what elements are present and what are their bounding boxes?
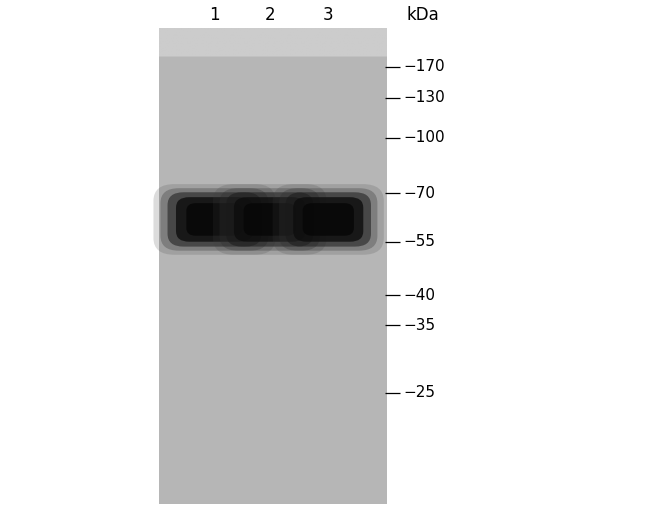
FancyBboxPatch shape [244,203,296,236]
FancyBboxPatch shape [226,192,313,246]
FancyBboxPatch shape [220,188,320,251]
Text: −25: −25 [403,385,435,400]
FancyBboxPatch shape [168,192,261,246]
FancyBboxPatch shape [176,197,253,242]
Text: −70: −70 [403,186,435,201]
Text: 3: 3 [323,6,333,23]
FancyBboxPatch shape [161,188,268,251]
Text: −55: −55 [403,235,435,249]
FancyBboxPatch shape [279,188,378,251]
FancyBboxPatch shape [153,184,276,255]
FancyBboxPatch shape [273,184,384,255]
Text: kDa: kDa [406,6,439,23]
Text: −100: −100 [403,131,445,145]
Text: −35: −35 [403,318,435,332]
FancyBboxPatch shape [293,197,363,242]
FancyBboxPatch shape [285,192,371,246]
Text: −130: −130 [403,90,445,105]
Text: 2: 2 [265,6,275,23]
FancyBboxPatch shape [234,197,306,242]
Text: −40: −40 [403,288,435,303]
FancyBboxPatch shape [213,184,326,255]
FancyBboxPatch shape [303,203,354,236]
Text: −170: −170 [403,59,445,74]
Text: 1: 1 [209,6,220,23]
FancyBboxPatch shape [187,203,242,236]
